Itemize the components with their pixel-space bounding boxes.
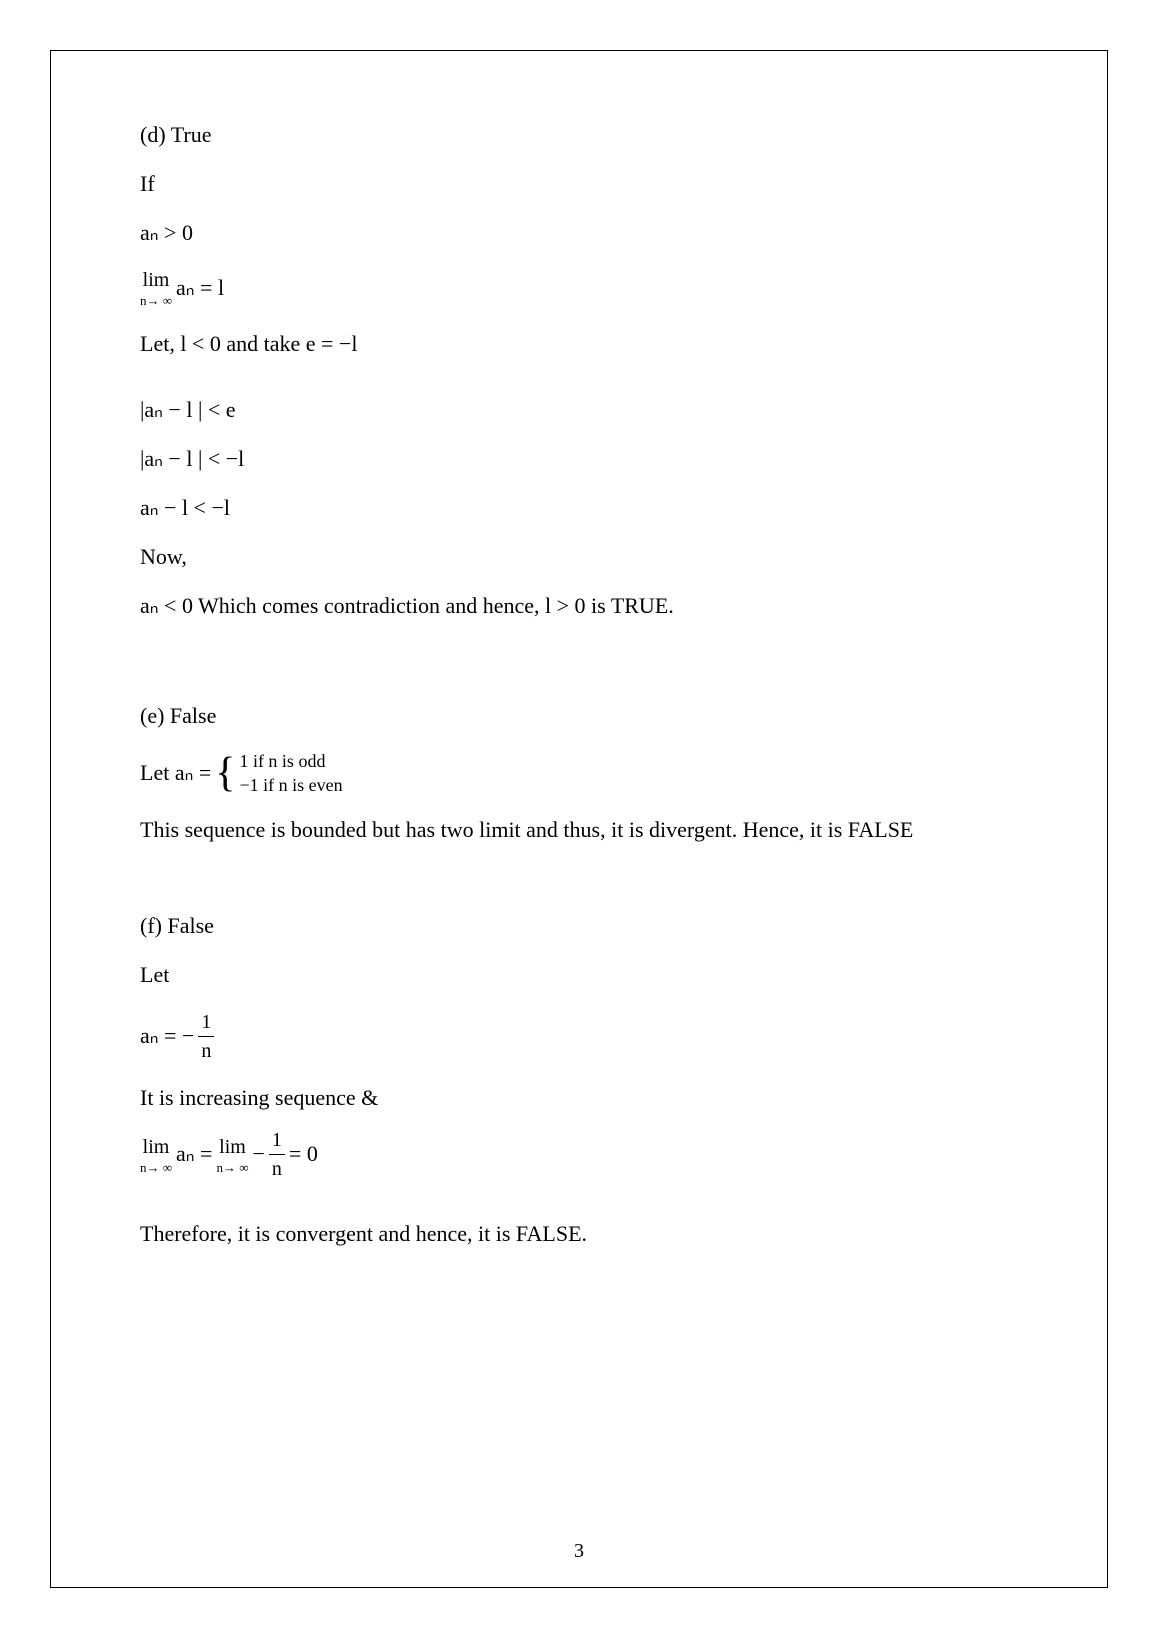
lim-symbol: lim n→ ∞ bbox=[140, 266, 172, 310]
document-content: (d) True If aₙ > 0 lim n→ ∞ aₙ = l Let, … bbox=[140, 120, 1018, 1268]
lim-an-text: aₙ = bbox=[176, 1139, 212, 1170]
lim-top: lim bbox=[140, 266, 172, 294]
neg-sign: − bbox=[253, 1139, 265, 1170]
part-f-label: (f) False bbox=[140, 911, 1018, 942]
lim-bottom: n→ ∞ bbox=[140, 292, 172, 310]
part-d-label: (d) True bbox=[140, 120, 1018, 151]
fraction-1-n: 1 n bbox=[198, 1008, 214, 1065]
abs-ineq-1: |aₙ − l | < e bbox=[140, 395, 1018, 426]
let-line: Let, l < 0 and take e = −l bbox=[140, 329, 1018, 360]
frac-num: 1 bbox=[198, 1008, 214, 1037]
case-odd: 1 if n is odd bbox=[239, 750, 342, 773]
lim-bottom-2: n→ ∞ bbox=[140, 1159, 172, 1177]
lim-an-eq-l: lim n→ ∞ aₙ = l bbox=[140, 266, 1018, 310]
lim-bottom-3: n→ ∞ bbox=[216, 1159, 248, 1177]
cases-block: 1 if n is odd −1 if n is even bbox=[239, 750, 342, 797]
fraction-1-n-2: 1 n bbox=[269, 1126, 285, 1183]
let-text: Let bbox=[140, 960, 1018, 991]
lim-top-3: lim bbox=[216, 1133, 248, 1161]
an-lt-zero: aₙ < 0 bbox=[140, 593, 193, 618]
lim-expr: aₙ = l bbox=[176, 273, 224, 304]
lim-top-2: lim bbox=[140, 1133, 172, 1161]
l-gt-zero: l > 0 bbox=[545, 593, 586, 618]
abs-ineq-2: |aₙ − l | < −l bbox=[140, 444, 1018, 475]
part-e-conclusion: This sequence is bounded but has two lim… bbox=[140, 815, 1018, 846]
frac-den-2: n bbox=[269, 1155, 285, 1183]
ineq-3: aₙ − l < −l bbox=[140, 493, 1018, 524]
now-text: Now, bbox=[140, 542, 1018, 573]
eq-zero: = 0 bbox=[289, 1139, 318, 1170]
part-d-conclusion: aₙ < 0 Which comes contradiction and hen… bbox=[140, 591, 1018, 622]
frac-den: n bbox=[198, 1037, 214, 1065]
conclusion-mid: Which comes contradiction and hence, bbox=[193, 593, 545, 618]
case-even: −1 if n is even bbox=[239, 774, 342, 797]
increasing-text: It is increasing sequence & bbox=[140, 1083, 1018, 1114]
brace-icon: { bbox=[215, 757, 235, 791]
conclusion-end: is TRUE. bbox=[586, 593, 674, 618]
let-an-text: Let aₙ = bbox=[140, 758, 211, 789]
part-e-label: (e) False bbox=[140, 701, 1018, 732]
lim-symbol-2: lim n→ ∞ bbox=[140, 1133, 172, 1177]
an-eq-neg: aₙ = − bbox=[140, 1021, 194, 1052]
let-an-cases: Let aₙ = { 1 if n is odd −1 if n is even bbox=[140, 750, 1018, 797]
an-eq-neg-frac: aₙ = − 1 n bbox=[140, 1008, 1018, 1065]
lim-equation: lim n→ ∞ aₙ = lim n→ ∞ − 1 n = 0 bbox=[140, 1126, 1018, 1183]
page-number: 3 bbox=[0, 1540, 1158, 1563]
an-gt-zero: aₙ > 0 bbox=[140, 218, 1018, 249]
part-f-conclusion: Therefore, it is convergent and hence, i… bbox=[140, 1219, 1018, 1250]
if-text: If bbox=[140, 169, 1018, 200]
lim-symbol-3: lim n→ ∞ bbox=[216, 1133, 248, 1177]
frac-num-2: 1 bbox=[269, 1126, 285, 1155]
